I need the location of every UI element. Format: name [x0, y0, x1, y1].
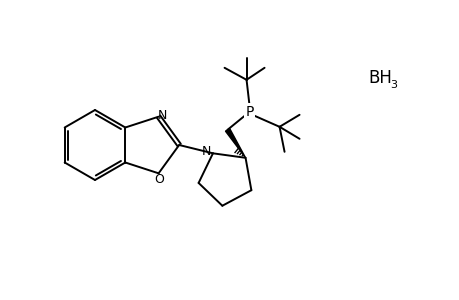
Text: BH: BH: [367, 69, 391, 87]
Text: P: P: [245, 105, 253, 119]
Polygon shape: [225, 128, 245, 158]
Text: 3: 3: [389, 80, 396, 90]
Text: N: N: [157, 109, 167, 122]
Text: N: N: [201, 145, 210, 158]
Text: O: O: [154, 173, 164, 186]
